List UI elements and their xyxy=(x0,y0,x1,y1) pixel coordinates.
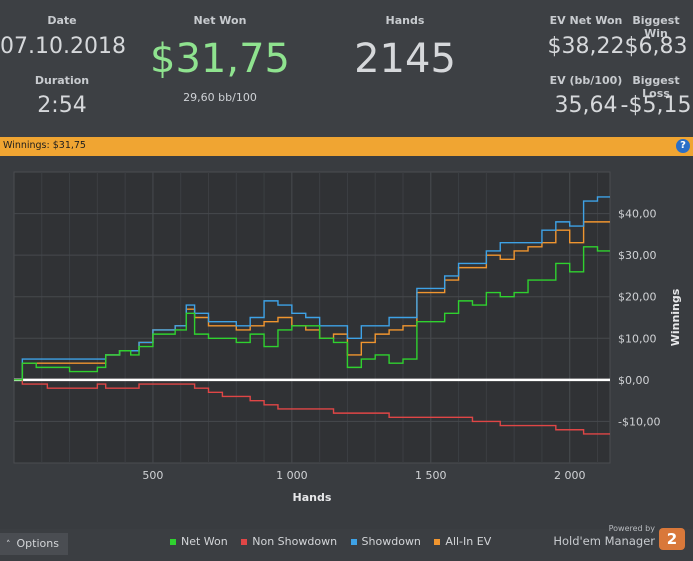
brand-name: Hold'em Manager xyxy=(553,534,655,548)
x-tick-label: 500 xyxy=(142,469,163,482)
ev-bb100-label: EV (bb/100) xyxy=(549,74,623,87)
legend-item-showdown[interactable]: Showdown xyxy=(350,535,421,548)
legend-item-net-won[interactable]: Net Won xyxy=(170,535,228,548)
y-tick-label: $30,00 xyxy=(618,249,657,262)
chart-legend: Net Won Non Showdown Showdown All-In EV xyxy=(170,535,501,548)
duration-label: Duration xyxy=(34,74,90,87)
stats-header: Date 07.10.2018 Duration 2:54 Net Won $3… xyxy=(0,0,693,137)
x-tick-label: 1 500 xyxy=(415,469,447,482)
hm2-logo: 2 xyxy=(659,528,685,550)
date-value: 07.10.2018 xyxy=(0,34,126,59)
y-tick-label: -$10,00 xyxy=(618,415,660,428)
duration-value: 2:54 xyxy=(37,93,87,118)
legend-item-non-showdown[interactable]: Non Showdown xyxy=(241,535,337,548)
net-won-label: Net Won xyxy=(193,14,247,27)
legend-item-all-in-ev[interactable]: All-In EV xyxy=(434,535,491,548)
winnings-text: Winnings: $31,75 xyxy=(3,140,86,151)
series-line-net-won xyxy=(14,246,610,381)
legend-swatch xyxy=(241,539,248,545)
winnings-bar: Winnings: $31,75 xyxy=(0,137,693,156)
biggest-win-value: $6,83 xyxy=(624,34,688,59)
ev-net-won-label: EV Net Won xyxy=(549,14,623,27)
biggest-win-label: Biggest Win xyxy=(632,14,680,40)
y-tick-label: $0,00 xyxy=(618,374,650,387)
x-tick-label: 2 000 xyxy=(554,469,586,482)
ev-bb100-value: 35,64 xyxy=(554,93,618,118)
x-tick-label: 1 000 xyxy=(276,469,308,482)
winnings-chart: 500 1 000 1 500 2 000 -$10,00 $0,00 $10,00 $20,… xyxy=(13,171,682,504)
hands-label: Hands xyxy=(385,14,425,27)
options-label: Options xyxy=(16,537,59,550)
options-button[interactable]: ˄ Options xyxy=(0,533,68,555)
y-tick-label: $40,00 xyxy=(618,208,657,221)
y-axis-label: Winnings xyxy=(669,288,682,346)
biggest-loss-value: -$5,15 xyxy=(620,93,692,118)
date-label: Date xyxy=(47,14,77,27)
net-won-value: $31,75 xyxy=(150,36,290,82)
x-axis-label: Hands xyxy=(293,491,332,504)
hands-value: 2145 xyxy=(354,36,456,82)
series-line-non-showdown xyxy=(14,379,610,435)
footer xyxy=(0,529,693,561)
legend-swatch xyxy=(170,539,176,545)
legend-swatch xyxy=(434,539,441,545)
legend-swatch xyxy=(350,539,357,545)
ev-net-won-value: $38,22 xyxy=(547,34,625,59)
biggest-loss-label: Biggest Loss xyxy=(632,74,680,100)
bb100-value: 29,60 bb/100 xyxy=(183,91,257,104)
chart-area: 500 1 000 1 500 2 000 -$10,00 $0,00 $10,00 $20,… xyxy=(0,156,693,529)
powered-by-text: Powered by xyxy=(608,524,655,533)
chevron-up-icon: ˄ xyxy=(6,540,11,550)
y-tick-label: $20,00 xyxy=(618,291,657,304)
help-icon[interactable]: ? xyxy=(676,139,690,153)
y-tick-label: $10,00 xyxy=(618,332,657,345)
